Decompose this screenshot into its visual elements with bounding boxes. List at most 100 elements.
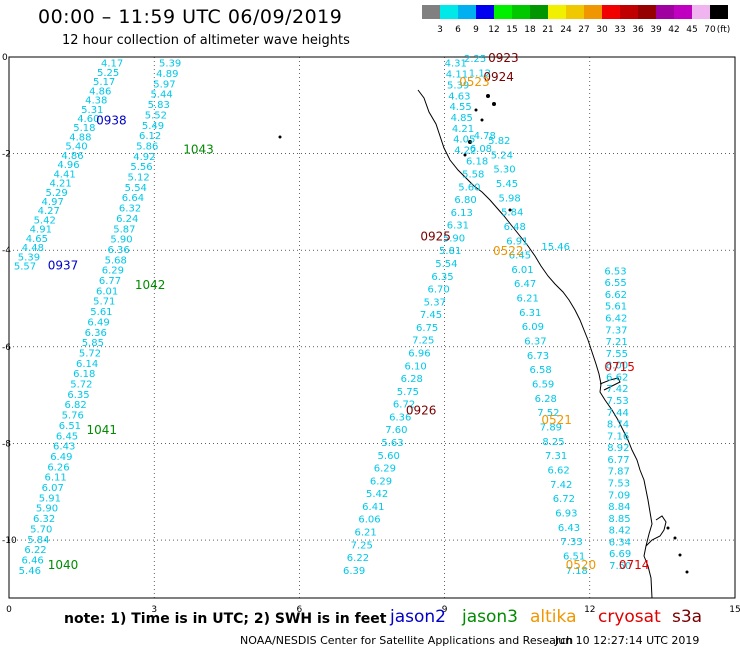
wave-height-label: 6.62 — [606, 372, 628, 383]
wave-height-label: 4.92 — [133, 152, 155, 163]
wave-height-label: 5.39 — [159, 59, 181, 70]
wave-height-label: 4.05 — [453, 135, 475, 146]
note-text: note: 1) Time is in UTC; 2) SWH is in fe… — [64, 611, 387, 627]
wave-height-label: 4.63 — [448, 91, 470, 102]
wave-height-label: 5.25 — [97, 68, 119, 79]
wave-height-label: 6.77 — [99, 276, 121, 287]
wave-height-label: 6.42 — [605, 314, 627, 325]
wave-height-label: 5.90 — [110, 235, 132, 246]
wave-height-label: 6.22 — [24, 545, 46, 556]
wave-height-label: 5.72 — [79, 348, 101, 359]
wave-height-label: 8.00 — [606, 361, 628, 372]
wave-height-label: 6.29 — [374, 464, 396, 475]
wave-height-label: 6.26 — [47, 462, 69, 473]
wave-height-label: 7.53 — [608, 479, 630, 490]
wave-height-label: 7.31 — [545, 451, 567, 462]
colorbar-swatch — [476, 5, 494, 19]
wave-height-label: 5.87 — [113, 224, 135, 235]
x-tick-label: 0 — [6, 605, 12, 615]
wave-height-label: 6.35 — [67, 390, 89, 401]
wave-height-label-extra: 15.46 — [541, 242, 570, 253]
colorbar-swatch — [692, 5, 710, 19]
wave-height-label: 6.29 — [102, 266, 124, 277]
wave-height-label: 4.48 — [22, 243, 44, 254]
pass-label: 1040 — [48, 558, 79, 572]
y-tick-label: -4 — [2, 246, 11, 256]
colorbar-swatch — [638, 5, 656, 19]
coastline-bay — [645, 515, 667, 547]
coastline-inlet — [599, 377, 621, 391]
wave-height-label: 7.25 — [351, 540, 373, 551]
wave-height-label: 5.12 — [128, 173, 150, 184]
colorbar-tick-label: 36 — [632, 25, 644, 35]
wave-height-label: 5.61 — [605, 302, 627, 313]
colorbar-swatch — [494, 5, 512, 19]
wave-height-label: 6.48 — [504, 222, 526, 233]
wave-height-label: 7.87 — [608, 467, 630, 478]
wave-height-label: 6.45 — [509, 251, 531, 262]
wave-height-label: 6.51 — [563, 552, 585, 563]
colorbar-tick-label: 45 — [686, 25, 697, 35]
y-tick-label: -8 — [2, 439, 11, 449]
y-tick-label: -2 — [2, 150, 11, 160]
wave-height-label: 5.29 — [46, 188, 68, 199]
footer-timestamp: Jun 10 12:27:14 UTC 2019 — [555, 634, 700, 647]
wave-height-label: 6.55 — [605, 278, 627, 289]
wave-height-label: 7.42 — [550, 480, 572, 491]
wave-height-label: 7.09 — [608, 490, 630, 501]
wave-height-label: 8.84 — [608, 502, 630, 513]
wave-height-label: 6.06 — [358, 515, 380, 526]
wave-height-label: 6.43 — [558, 523, 580, 534]
wave-height-label: 7.25 — [412, 336, 434, 347]
colorbar-swatch — [602, 5, 620, 19]
wave-height-label: 6.21 — [354, 527, 376, 538]
colorbar-swatches — [422, 5, 728, 19]
wave-height-label: 4.60 — [77, 114, 99, 125]
colorbar-swatch — [656, 5, 674, 19]
wave-height-label: 5.56 — [130, 162, 152, 173]
pass-labels: 0938 0937 1043 1042 1041 1040 0923 0924 0925 0926… — [48, 51, 650, 572]
colorbar-swatch — [530, 5, 548, 19]
wave-height-label: 4.21 — [452, 124, 474, 135]
wave-height-label: 5.31 — [81, 105, 103, 116]
wave-height-label: 7.60 — [385, 425, 407, 436]
wave-height-label: 6.22 — [347, 553, 369, 564]
colorbar-tick-label: 12 — [488, 25, 499, 35]
pass-label: 0924 — [483, 70, 514, 84]
wave-height-label: 6.77 — [607, 455, 629, 466]
wave-height-label: 6.28 — [535, 394, 557, 405]
wave-height-label: 7.18 — [566, 566, 588, 577]
coastline-path — [417, 89, 653, 599]
wave-height-label: 6.09 — [522, 322, 544, 333]
wave-height-label: 4.85 — [451, 113, 473, 124]
x-tick-label: 15 — [729, 605, 740, 615]
pass-label: 0522 — [493, 244, 524, 258]
pass-label: 0520 — [566, 558, 597, 572]
wave-height-label: 6.80 — [454, 195, 476, 206]
wave-height-label: 4.27 — [38, 206, 60, 217]
wave-height-label: 4.96 — [57, 160, 79, 171]
wave-height-label: 6.47 — [514, 279, 536, 290]
wave-height-label: 5.83 — [148, 100, 170, 111]
wave-height-label: 5.70 — [30, 524, 52, 535]
wave-height-label: 5.85 — [82, 338, 104, 349]
colorbar-swatch — [512, 5, 530, 19]
legend-jason3: jason3 — [462, 607, 518, 627]
legend-altika: altika — [530, 607, 577, 627]
wave-height-label: 7.37 — [605, 325, 627, 336]
wave-height-label: 6.73 — [527, 351, 549, 362]
wave-height-label: 4.91 — [30, 225, 52, 236]
pass-label: 0714 — [619, 558, 650, 572]
y-tick-label: 0 — [2, 53, 8, 63]
wave-height-label: 5.75 — [397, 387, 419, 398]
wave-height-label: 4.11 — [446, 70, 468, 81]
wave-height-label: 7.50 — [609, 561, 631, 572]
wave-height-label: 5.18 — [73, 123, 95, 134]
x-tick-label: 12 — [584, 605, 595, 615]
footer-credit: NOAA/NESDIS Center for Satellite Applica… — [240, 634, 574, 647]
wave-height-label: 6.37 — [524, 337, 546, 348]
colorbar-tick-label: 6 — [455, 25, 461, 35]
x-tick-label: 9 — [442, 605, 448, 615]
wave-height-label: 4.86 — [89, 86, 111, 97]
colorbar-swatch — [584, 5, 602, 19]
